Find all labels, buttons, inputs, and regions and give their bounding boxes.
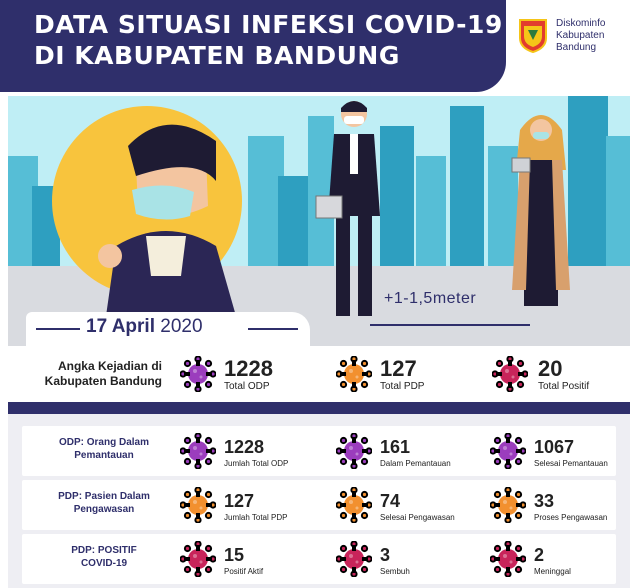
building-shape <box>568 96 608 276</box>
table-cell: 74 Selesai Pengawasan <box>380 491 455 522</box>
virus-purple-icon <box>336 433 372 469</box>
row-label-line2: COVID-19 <box>80 558 128 569</box>
cell-value: 1067 <box>534 437 575 457</box>
man-in-suit-illustration <box>315 101 380 316</box>
virus-orange-icon <box>336 356 372 392</box>
table-cell: 161 Dalam Pemantauan <box>380 437 451 468</box>
virus-orange-icon <box>336 487 372 523</box>
report-date-day: 17 April <box>86 316 155 337</box>
cell-value: 15 <box>224 545 245 565</box>
summary-stat-value: 20 <box>538 356 563 381</box>
table-row-positif: PDP: POSITIF COVID-19 15 Positif Aktif 3… <box>22 534 616 584</box>
table-cell: 15 Positif Aktif <box>224 545 263 576</box>
date-divider-right <box>248 328 298 330</box>
table-row-pdp: PDP: Pasien Dalam Pengawasan 127 Jumlah … <box>22 480 616 530</box>
table-row-odp: ODP: Orang Dalam Pemantauan 1228 Jumlah … <box>22 426 616 476</box>
summary-label-line2: Kabupaten Bandung <box>44 374 162 388</box>
cell-value: 3 <box>380 545 391 565</box>
table-cell: 127 Jumlah Total PDP <box>224 491 287 522</box>
table-cell: 3 Sembuh <box>380 545 410 576</box>
virus-purple-icon <box>180 433 216 469</box>
cell-value: 74 <box>380 491 401 511</box>
summary-label-line1: Angka Kejadian di <box>57 359 162 373</box>
header-banner <box>0 0 506 92</box>
virus-purple-icon <box>490 433 526 469</box>
summary-stat-pdp: 127 Total PDP <box>380 356 425 393</box>
summary-section: Angka Kejadian di Kabupaten Bandung 1228… <box>8 346 630 402</box>
cell-label: Proses Pengawasan <box>534 513 608 522</box>
cell-label: Jumlah Total PDP <box>224 513 288 522</box>
cell-label: Dalam Pemantauan <box>380 459 451 468</box>
virus-red-icon <box>336 541 372 577</box>
row-label: PDP: POSITIF COVID-19 <box>36 544 172 570</box>
page-title-line2: DI KABUPATEN BANDUNG <box>34 41 400 70</box>
illustration-scene: +1-1,5meter 17 April 2020 <box>8 96 630 346</box>
report-date-year: 2020 <box>160 316 203 337</box>
table-cell: 1228 Jumlah Total ODP <box>224 437 288 468</box>
virus-orange-icon <box>490 487 526 523</box>
distance-indicator-line <box>370 324 530 326</box>
cell-label: Selesai Pengawasan <box>380 513 455 522</box>
cell-value: 127 <box>224 491 255 511</box>
kabupaten-bandung-emblem-icon <box>519 19 547 54</box>
org-line1: Diskominfo <box>556 18 606 29</box>
virus-orange-icon <box>180 487 216 523</box>
cell-label: Selesai Pemantauan <box>534 459 608 468</box>
summary-label: Angka Kejadian di Kabupaten Bandung <box>34 359 162 389</box>
building-shape <box>278 176 308 276</box>
row-label: PDP: Pasien Dalam Pengawasan <box>36 490 172 516</box>
cell-value: 1228 <box>224 437 265 457</box>
cell-value: 2 <box>534 545 545 565</box>
header: DATA SITUASI INFEKSI COVID-19 DI KABUPAT… <box>0 0 640 92</box>
virus-red-icon <box>180 541 216 577</box>
masked-person-illustration <box>98 124 236 316</box>
virus-purple-icon <box>180 356 216 392</box>
org-line2: Kabupaten <box>556 30 605 41</box>
cell-label: Positif Aktif <box>224 567 264 576</box>
table-cell: 33 Proses Pengawasan <box>534 491 607 522</box>
date-divider-left <box>36 328 80 330</box>
cell-label: Meninggal <box>534 567 571 576</box>
virus-red-icon <box>490 541 526 577</box>
row-label-line1: ODP: Orang Dalam <box>58 437 150 448</box>
row-label: ODP: Orang Dalam Pemantauan <box>36 436 172 462</box>
cell-label: Jumlah Total ODP <box>224 459 289 468</box>
summary-stat-label: Total ODP <box>224 381 270 392</box>
row-label-line2: Pemantauan <box>74 450 134 461</box>
row-label-line1: PDP: POSITIF <box>71 545 137 556</box>
table-cell: 1067 Selesai Pemantauan <box>534 437 608 468</box>
virus-red-icon <box>492 356 528 392</box>
cell-label: Sembuh <box>380 567 410 576</box>
building-shape <box>416 156 446 276</box>
org-line3: Bandung <box>556 42 597 53</box>
summary-stat-value: 127 <box>380 356 417 381</box>
section-divider-band <box>8 402 630 414</box>
building-shape <box>380 126 414 276</box>
report-date: 17 April 2020 <box>86 316 203 338</box>
summary-stat-label: Total Positif <box>538 381 590 392</box>
detail-table: ODP: Orang Dalam Pemantauan 1228 Jumlah … <box>8 414 630 588</box>
table-cell: 2 Meninggal <box>534 545 571 576</box>
summary-stat-odp: 1228 Total ODP <box>224 356 273 393</box>
row-label-line1: PDP: Pasien Dalam <box>58 491 150 502</box>
cell-value: 33 <box>534 491 555 511</box>
building-shape <box>450 106 484 276</box>
building-shape <box>606 136 630 276</box>
summary-stat-positif: 20 Total Positif <box>538 356 590 393</box>
summary-stat-value: 1228 <box>224 356 273 381</box>
row-label-line2: Pengawasan <box>73 504 135 515</box>
distance-label: +1-1,5meter <box>384 290 477 307</box>
page-title-line1: DATA SITUASI INFEKSI COVID-19 <box>34 10 503 39</box>
org-name: Diskominfo Kabupaten Bandung <box>556 18 605 54</box>
woman-with-hijab-illustration <box>511 115 570 306</box>
cell-value: 161 <box>380 437 411 457</box>
summary-stat-label: Total PDP <box>380 381 425 392</box>
